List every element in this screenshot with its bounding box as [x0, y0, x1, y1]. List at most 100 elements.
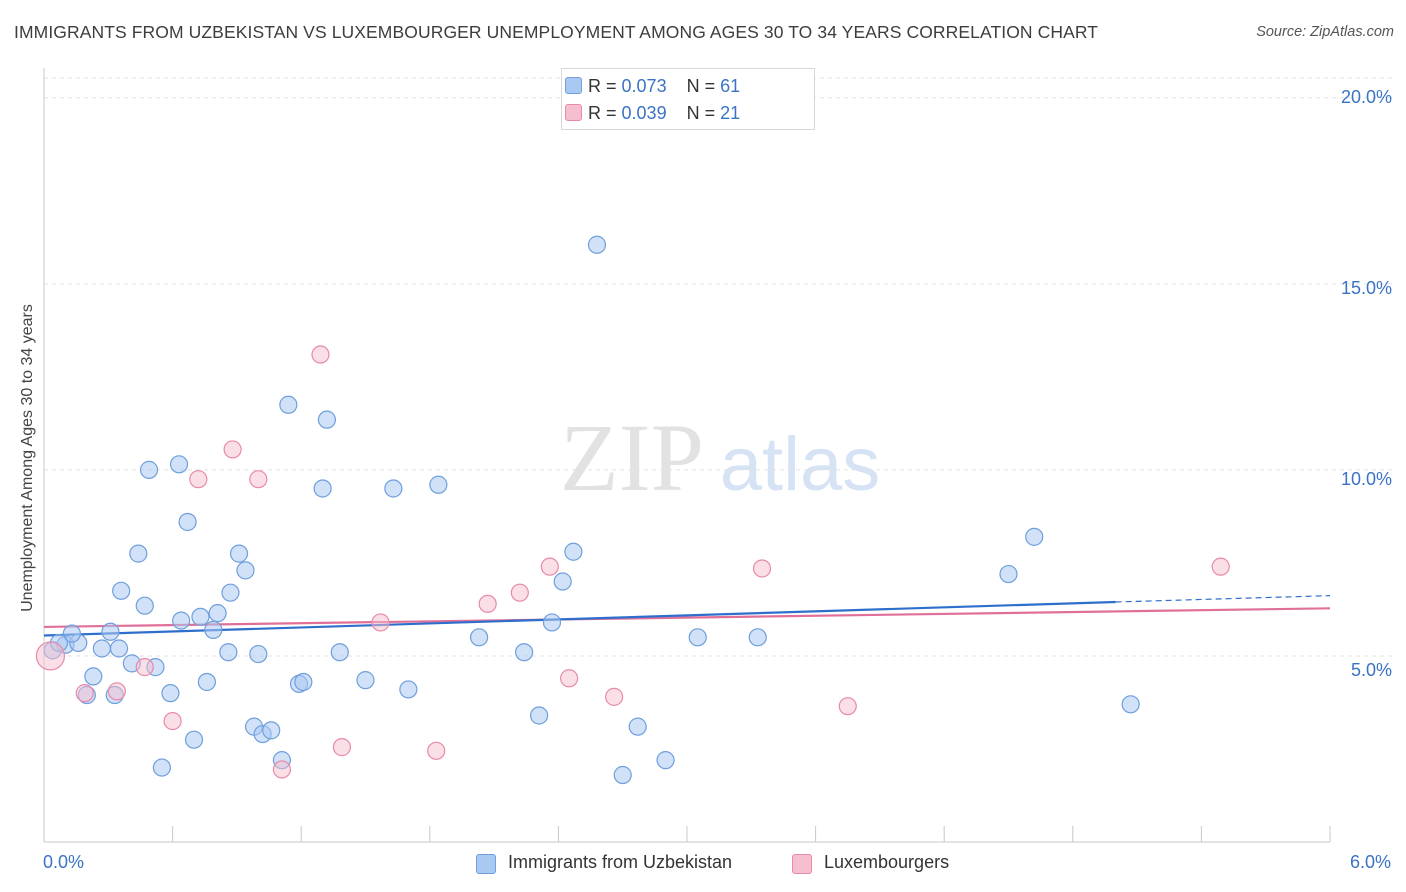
legend-item-luxembourgers: Luxembourgers [792, 852, 950, 874]
data-point-uzbekistan [236, 561, 255, 580]
chart-title: IMMIGRANTS FROM UZBEKISTAN VS LUXEMBOURG… [14, 22, 1099, 42]
data-point-uzbekistan [613, 765, 632, 785]
legend-r-value: 0.039 [621, 102, 667, 123]
legend-n-label: N = [686, 75, 716, 96]
data-point-luxembourgers [163, 711, 182, 731]
y-tick-15: 15.0% [1340, 278, 1392, 298]
legend-swatch-blue [476, 854, 496, 874]
legend-n-value: 61 [720, 75, 741, 96]
trend-line-uzbekistan [43, 600, 1116, 637]
data-point-luxembourgers [560, 669, 579, 688]
data-point-luxembourgers [510, 583, 529, 602]
data-point-uzbekistan [553, 572, 572, 591]
y-tick-10: 10.0% [1340, 469, 1392, 489]
data-point-uzbekistan [139, 460, 159, 479]
data-point-uzbekistan [208, 604, 227, 623]
data-point-uzbekistan [172, 611, 191, 630]
data-point-luxembourgers [605, 687, 624, 706]
legend-item-uzbekistan: Immigrants from Uzbekistan [476, 852, 733, 874]
data-point-uzbekistan [1121, 695, 1140, 714]
data-point-luxembourgers [838, 697, 857, 716]
data-point-uzbekistan [249, 644, 268, 664]
data-point-uzbekistan [161, 684, 180, 703]
data-point-uzbekistan [356, 671, 375, 690]
legend-label-luxembourgers: Luxembourgers [824, 852, 950, 872]
data-point-luxembourgers [332, 738, 352, 757]
data-point-uzbekistan [999, 564, 1018, 584]
trend-line-uzbekistan-extension [1115, 595, 1331, 603]
data-point-uzbekistan [169, 455, 189, 474]
data-point-uzbekistan [294, 672, 313, 692]
data-point-uzbekistan [330, 643, 349, 662]
data-point-luxembourgers [107, 682, 126, 701]
trend-line-luxembourgers [43, 607, 1331, 629]
legend-swatch-pink [565, 104, 582, 121]
legend-swatch-pink [792, 854, 812, 874]
legend-swatch-blue [565, 77, 582, 94]
data-point-luxembourgers [223, 440, 242, 459]
data-point-uzbekistan [313, 479, 332, 498]
watermark-atlas: atlas [720, 422, 881, 507]
legend-row-luxembourgers: R = 0.039 N = 21 [565, 102, 741, 124]
data-point-luxembourgers [249, 470, 268, 489]
legend-n-value: 21 [720, 102, 741, 123]
data-point-luxembourgers [311, 345, 330, 364]
data-point-luxembourgers [752, 559, 772, 578]
legend-r-label: R = [588, 75, 617, 96]
watermark-zip: ZIP [560, 404, 704, 511]
data-point-uzbekistan [101, 622, 120, 641]
data-point-luxembourgers [75, 684, 94, 703]
y-tick-5: 5.0% [1350, 660, 1392, 680]
legend-n-label: N = [686, 102, 716, 123]
data-point-uzbekistan [262, 721, 281, 740]
legend-r-label: R = [588, 102, 617, 123]
data-point-luxembourgers [478, 594, 497, 613]
data-point-uzbekistan [229, 544, 249, 563]
data-point-uzbekistan [399, 680, 418, 699]
data-point-luxembourgers [189, 470, 208, 489]
data-point-uzbekistan [221, 583, 240, 602]
y-tick-20: 20.0% [1340, 87, 1392, 107]
data-point-uzbekistan [542, 613, 562, 632]
data-point-uzbekistan [279, 395, 298, 414]
data-point-uzbekistan [429, 475, 448, 494]
data-point-uzbekistan [628, 717, 647, 736]
data-point-uzbekistan [135, 596, 154, 615]
data-point-uzbekistan [84, 667, 103, 686]
data-point-uzbekistan [152, 758, 171, 777]
data-point-uzbekistan [197, 672, 216, 692]
data-point-uzbekistan [92, 639, 111, 658]
legend-label-uzbekistan: Immigrants from Uzbekistan [508, 852, 733, 872]
chart-source: Source: ZipAtlas.com [1256, 24, 1394, 40]
legend-correlation: R = 0.073 N = 61 R = 0.039 N = 21 [561, 68, 815, 130]
data-point-uzbekistan [530, 706, 549, 725]
data-point-luxembourgers [35, 641, 66, 671]
data-point-uzbekistan [515, 643, 534, 662]
legend-r-value: 0.073 [621, 75, 667, 96]
legend-row-uzbekistan: R = 0.073 N = 61 [565, 75, 741, 97]
data-point-uzbekistan [62, 624, 81, 643]
data-point-uzbekistan [112, 581, 131, 600]
data-point-luxembourgers [427, 741, 446, 760]
data-point-uzbekistan [1025, 527, 1044, 546]
data-point-uzbekistan [564, 542, 583, 561]
data-point-uzbekistan [129, 544, 148, 563]
data-point-uzbekistan [656, 751, 675, 770]
data-point-luxembourgers [371, 613, 390, 632]
data-point-uzbekistan [178, 512, 197, 532]
data-point-uzbekistan [219, 643, 238, 662]
data-point-luxembourgers [540, 557, 559, 576]
data-point-luxembourgers [1211, 557, 1230, 576]
x-tick-min: 0.0% [43, 852, 85, 872]
data-point-luxembourgers [135, 658, 154, 677]
data-point-uzbekistan [587, 235, 607, 254]
x-tick-max: 6.0% [1350, 852, 1392, 872]
data-point-luxembourgers [272, 760, 292, 779]
data-point-uzbekistan [191, 607, 210, 626]
data-point-uzbekistan [688, 628, 707, 647]
data-point-uzbekistan [748, 628, 767, 647]
data-point-uzbekistan [384, 479, 403, 498]
data-point-uzbekistan [109, 639, 129, 658]
data-point-uzbekistan [469, 628, 489, 647]
